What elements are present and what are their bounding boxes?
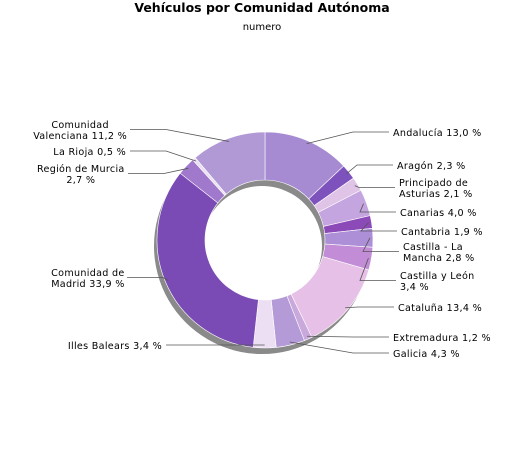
slice-label-cantabria-1-9: Cantabria 1,9 %	[401, 227, 483, 238]
slice-label-la-rioja-0-5: La Rioja 0,5 %	[53, 147, 126, 158]
slice-label-galicia-4-3: Galicia 4,3 %	[393, 349, 460, 360]
chart-title: Vehículos por Comunidad Autónoma	[134, 0, 389, 15]
slice-label-comunidad-de-madrid-33-9: Comunidad de Madrid 33,9 %	[51, 268, 124, 290]
leader-line-region-de-murcia-2-7	[128, 167, 189, 174]
leader-line-principado-de-asturias-2-1	[354, 185, 395, 188]
slice-label-comunidad-valenciana-11-2: Comunidad Valenciana 11,2 %	[33, 120, 127, 142]
chart-subtitle: numero	[243, 22, 282, 33]
leader-line-cataluna-13-4	[345, 306, 394, 309]
slice-label-illes-balears-3-4: Illes Balears 3,4 %	[68, 341, 162, 352]
slice-label-extremadura-1-2: Extremadura 1,2 %	[393, 333, 491, 344]
label-group: Andalucía 13,0 % Aragón 2,3 % Principado d…	[33, 120, 491, 360]
slice-comunidad-valenciana-11-2	[194, 131, 266, 195]
leader-line-extremadura-1-2	[306, 335, 389, 338]
leader-line-andalucia-13-0	[306, 131, 389, 145]
leader-line-galicia-4-3	[289, 341, 389, 354]
leader-line-castilla-la-mancha-2-8	[362, 237, 399, 252]
slice-label-region-de-murcia-2-7: Región de Murcia 2,7 %	[37, 163, 125, 186]
slice-comunidad-de-madrid-33-9	[156, 172, 259, 348]
leader-line-aragon-2-3	[346, 164, 393, 175]
slice-label-castilla-y-leon-3-4: Castilla y León 3,4 %	[400, 270, 475, 293]
slice-group	[156, 131, 374, 349]
leader-line-canarias-4-0	[359, 203, 396, 213]
leader-line-comunidad-de-madrid-33-9	[127, 277, 169, 281]
leader-line-comunidad-valenciana-11-2	[130, 129, 229, 142]
slice-label-principado-de-asturias-2-1: Principado de Asturias 2,1 %	[399, 178, 473, 200]
leader-line-cantabria-1-9	[360, 222, 397, 232]
slice-label-castilla-la-mancha-2-8: Castilla - La Mancha 2,8 %	[403, 242, 475, 264]
slice-label-cataluna-13-4: Cataluña 13,4 %	[398, 303, 482, 314]
slice-label-aragon-2-3: Aragón 2,3 %	[397, 160, 466, 172]
slice-label-andalucia-13-0: Andalucía 13,0 %	[393, 127, 482, 139]
leader-line-castilla-y-leon-3-4	[359, 258, 396, 281]
slice-label-canarias-4-0: Canarias 4,0 %	[400, 208, 477, 219]
leader-line-la-rioja-0-5	[130, 150, 196, 162]
